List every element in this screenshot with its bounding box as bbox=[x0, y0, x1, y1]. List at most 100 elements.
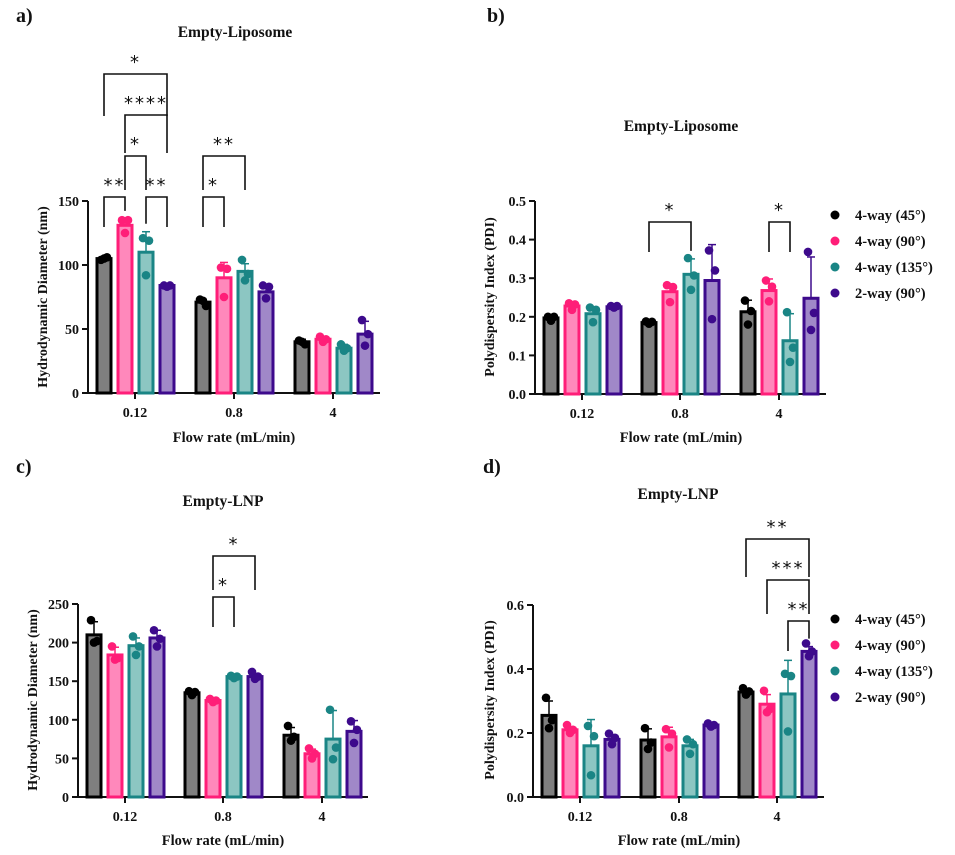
data-point bbox=[583, 721, 593, 731]
data-point bbox=[741, 690, 751, 699]
data-point bbox=[89, 638, 99, 647]
data-point bbox=[128, 632, 138, 641]
significance-bracket bbox=[202, 155, 246, 190]
bar bbox=[204, 699, 222, 799]
x-tick-label: 4 bbox=[774, 810, 781, 825]
y-tick-label: 0.0 bbox=[507, 791, 525, 806]
data-point bbox=[237, 255, 247, 265]
significance-label: ** bbox=[767, 517, 789, 538]
data-point bbox=[131, 650, 141, 660]
data-point bbox=[664, 743, 674, 752]
x-tick-label: 0.8 bbox=[225, 406, 243, 421]
data-point bbox=[120, 228, 130, 238]
data-point bbox=[110, 655, 120, 664]
significance-label: * bbox=[774, 200, 785, 221]
significance-bracket bbox=[212, 555, 256, 590]
data-point bbox=[682, 735, 692, 744]
significance-bracket bbox=[768, 221, 791, 252]
data-point bbox=[331, 743, 341, 752]
y-tick-label: 0 bbox=[62, 791, 69, 806]
x-tick-label: 4 bbox=[330, 406, 337, 421]
data-point bbox=[788, 343, 798, 352]
significance-label: ** bbox=[146, 175, 168, 196]
significance-bracket bbox=[648, 221, 692, 252]
y-tick-label: 0.5 bbox=[509, 195, 527, 210]
data-point bbox=[243, 269, 253, 279]
legend-label: 4-way (45°) bbox=[855, 208, 926, 224]
significance-label: ** bbox=[788, 599, 810, 620]
data-point bbox=[704, 246, 714, 255]
significance-label: * bbox=[208, 175, 219, 196]
data-point bbox=[208, 697, 218, 707]
x-tick-label: 4 bbox=[776, 407, 783, 422]
data-point bbox=[809, 308, 819, 318]
data-point bbox=[683, 253, 693, 263]
data-point bbox=[304, 744, 314, 753]
data-point bbox=[198, 296, 208, 306]
x-axis-label: Flow rate (mL/min) bbox=[173, 430, 296, 446]
data-point bbox=[349, 738, 359, 748]
data-point bbox=[162, 282, 172, 292]
x-tick-label: 0.12 bbox=[570, 407, 595, 422]
bar bbox=[194, 300, 212, 395]
data-point bbox=[357, 315, 367, 325]
y-axis-label: Polydispersity Index (PDI) bbox=[483, 217, 498, 377]
y-axis-label: Polydispersity Index (PDI) bbox=[483, 620, 498, 780]
data-point bbox=[155, 634, 165, 644]
panel-b: b) Empty-Liposome Flow rate (mL/min) Pol… bbox=[483, 5, 933, 446]
data-point bbox=[544, 723, 554, 733]
significance-label: * bbox=[218, 575, 229, 596]
significance-label: * bbox=[130, 134, 141, 155]
legend-label: 4-way (90°) bbox=[855, 234, 926, 250]
data-point bbox=[250, 674, 260, 684]
data-point bbox=[107, 642, 117, 651]
data-point bbox=[706, 722, 716, 731]
data-point bbox=[589, 731, 599, 741]
data-point bbox=[117, 215, 127, 225]
bar bbox=[779, 692, 797, 799]
data-point bbox=[604, 729, 614, 738]
data-point bbox=[668, 282, 678, 292]
y-axis-label: Hydrodynamic Diameter (nm) bbox=[26, 609, 41, 791]
data-point bbox=[141, 270, 151, 280]
bar bbox=[293, 340, 311, 395]
legend-marker bbox=[830, 666, 840, 676]
y-tick-label: 0.2 bbox=[507, 727, 525, 742]
data-point bbox=[187, 690, 197, 700]
y-tick-label: 0.4 bbox=[509, 234, 527, 249]
legend-marker bbox=[830, 236, 840, 246]
bar bbox=[148, 636, 166, 799]
panel-label: d) bbox=[483, 456, 501, 478]
data-point bbox=[661, 724, 671, 734]
data-point bbox=[801, 639, 811, 648]
y-tick-label: 0 bbox=[72, 387, 79, 402]
data-point bbox=[99, 254, 109, 263]
data-point bbox=[328, 754, 338, 764]
significance-bracket bbox=[124, 114, 168, 153]
data-point bbox=[541, 693, 551, 703]
data-point bbox=[219, 292, 229, 302]
bar bbox=[640, 321, 658, 396]
y-tick-label: 0.0 bbox=[509, 388, 527, 403]
data-point bbox=[283, 721, 293, 731]
y-tick-label: 0.4 bbox=[507, 663, 525, 678]
panel-a: a) Empty-Liposome Flow rate (mL/min) Hyd… bbox=[16, 5, 380, 446]
significance-label: * bbox=[229, 534, 240, 555]
significance-bracket bbox=[145, 196, 168, 227]
y-tick-label: 150 bbox=[48, 675, 69, 690]
bar bbox=[800, 649, 818, 799]
data-point bbox=[804, 651, 814, 661]
data-point bbox=[352, 725, 362, 735]
data-point bbox=[286, 736, 296, 745]
y-tick-label: 0.6 bbox=[507, 599, 525, 614]
data-point bbox=[591, 305, 601, 315]
data-point bbox=[261, 293, 271, 303]
bar bbox=[542, 316, 560, 396]
significance-bracket bbox=[766, 579, 810, 614]
bar bbox=[703, 279, 721, 396]
data-point bbox=[240, 276, 250, 285]
data-point bbox=[761, 276, 771, 285]
panel-label: c) bbox=[16, 456, 32, 478]
data-point bbox=[264, 282, 274, 292]
bar bbox=[702, 723, 720, 799]
